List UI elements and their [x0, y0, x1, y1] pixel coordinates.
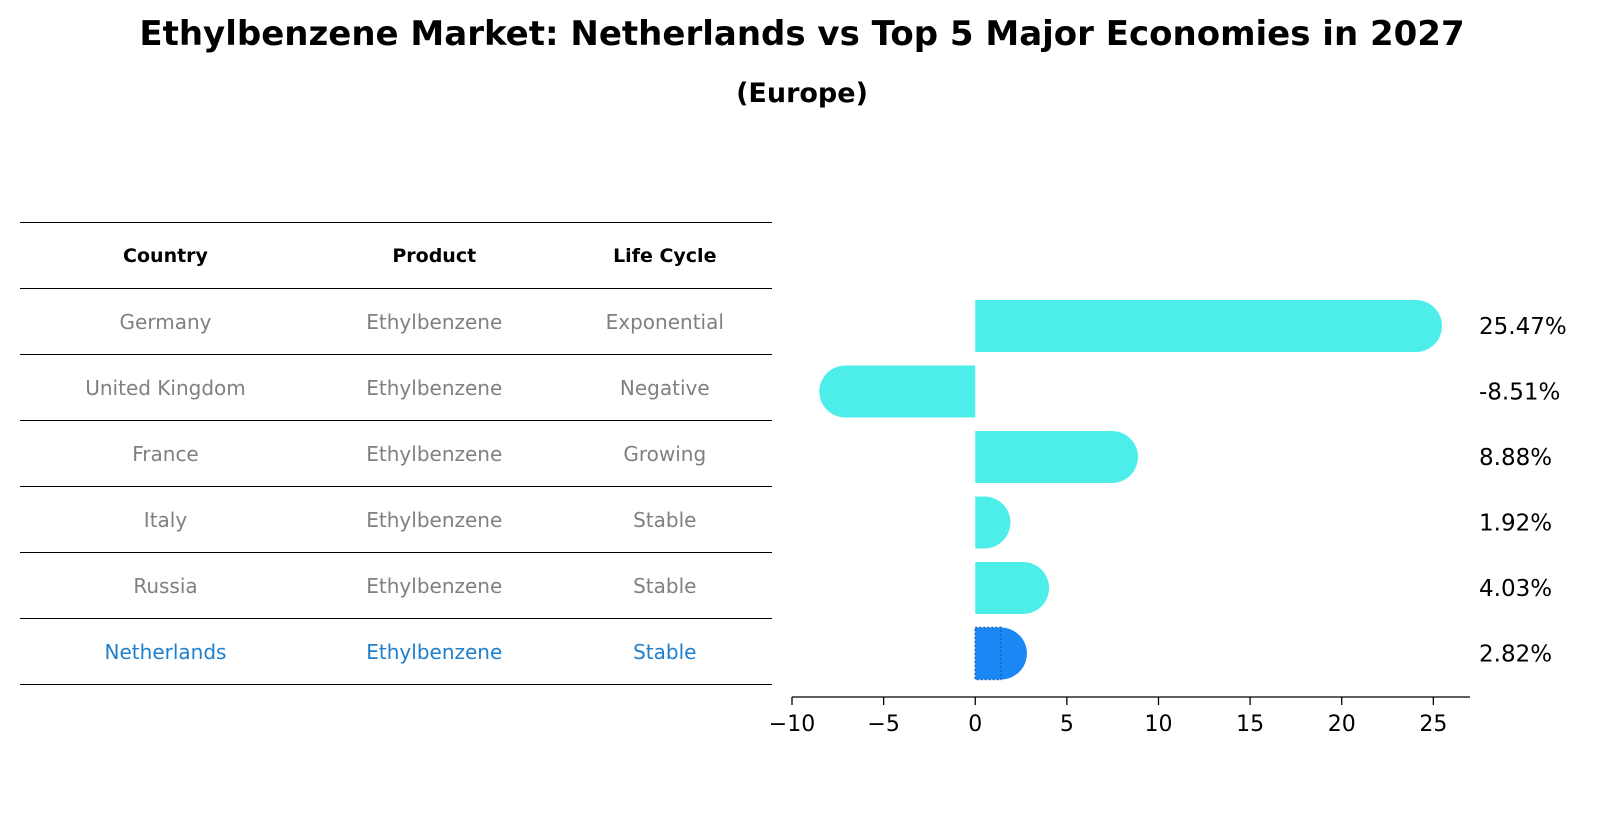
chart-subtitle: (Europe) — [736, 78, 868, 109]
bar-united-kingdom — [819, 365, 976, 418]
x-tick-label: 5 — [1060, 712, 1074, 737]
value-label: 4.03% — [1479, 576, 1552, 602]
value-label: 25.47% — [1479, 314, 1567, 340]
product-cell: Ethylbenzene — [311, 618, 558, 685]
country-cell: Germany — [20, 288, 311, 355]
table-row-highlighted: Netherlands Ethylbenzene Stable — [20, 618, 772, 685]
x-tick-label: 15 — [1236, 712, 1264, 737]
table-row: United Kingdom Ethylbenzene Negative — [20, 354, 772, 421]
x-tick-label: 25 — [1419, 712, 1447, 737]
value-label: 8.88% — [1479, 445, 1552, 471]
product-cell: Ethylbenzene — [311, 288, 558, 355]
country-cell: Russia — [20, 552, 311, 619]
bar-france — [975, 431, 1138, 483]
bar-italy — [975, 496, 1011, 549]
country-cell: Netherlands — [20, 618, 311, 685]
data-table: Country Product Life Cycle Germany Ethyl… — [20, 222, 772, 685]
table-row: Italy Ethylbenzene Stable — [20, 486, 772, 553]
life-cycle-cell: Exponential — [557, 288, 772, 355]
x-tick-label: −5 — [867, 712, 899, 737]
bar-netherlands — [975, 627, 1027, 680]
life-cycle-cell: Stable — [557, 618, 772, 685]
country-cell: Italy — [20, 486, 311, 553]
bar-germany — [975, 300, 1442, 352]
product-cell: Ethylbenzene — [311, 354, 558, 421]
life-cycle-cell: Stable — [557, 486, 772, 553]
column-header-life-cycle: Life Cycle — [557, 222, 772, 289]
product-cell: Ethylbenzene — [311, 552, 558, 619]
value-label: 1.92% — [1479, 511, 1552, 537]
table-row: Germany Ethylbenzene Exponential — [20, 288, 772, 355]
country-cell: France — [20, 420, 311, 487]
bar-russia — [975, 562, 1050, 614]
value-label: 2.82% — [1479, 642, 1552, 668]
x-tick-label: 0 — [968, 712, 982, 737]
product-cell: Ethylbenzene — [311, 486, 558, 553]
life-cycle-cell: Stable — [557, 552, 772, 619]
column-header-product: Product — [311, 222, 558, 289]
x-tick-label: 20 — [1328, 712, 1356, 737]
product-cell: Ethylbenzene — [311, 420, 558, 487]
table-header-row: Country Product Life Cycle — [20, 222, 772, 289]
x-tick-label: 10 — [1144, 712, 1172, 737]
life-cycle-cell: Negative — [557, 354, 772, 421]
life-cycle-cell: Growing — [557, 420, 772, 487]
x-tick-label: −10 — [769, 712, 815, 737]
column-header-country: Country — [20, 222, 311, 289]
highlight-outline — [974, 626, 1002, 681]
chart-title: Ethylbenzene Market: Netherlands vs Top … — [139, 14, 1465, 54]
value-label: -8.51% — [1479, 380, 1560, 406]
table-row: France Ethylbenzene Growing — [20, 420, 772, 487]
country-cell: United Kingdom — [20, 354, 311, 421]
table-row: Russia Ethylbenzene Stable — [20, 552, 772, 619]
